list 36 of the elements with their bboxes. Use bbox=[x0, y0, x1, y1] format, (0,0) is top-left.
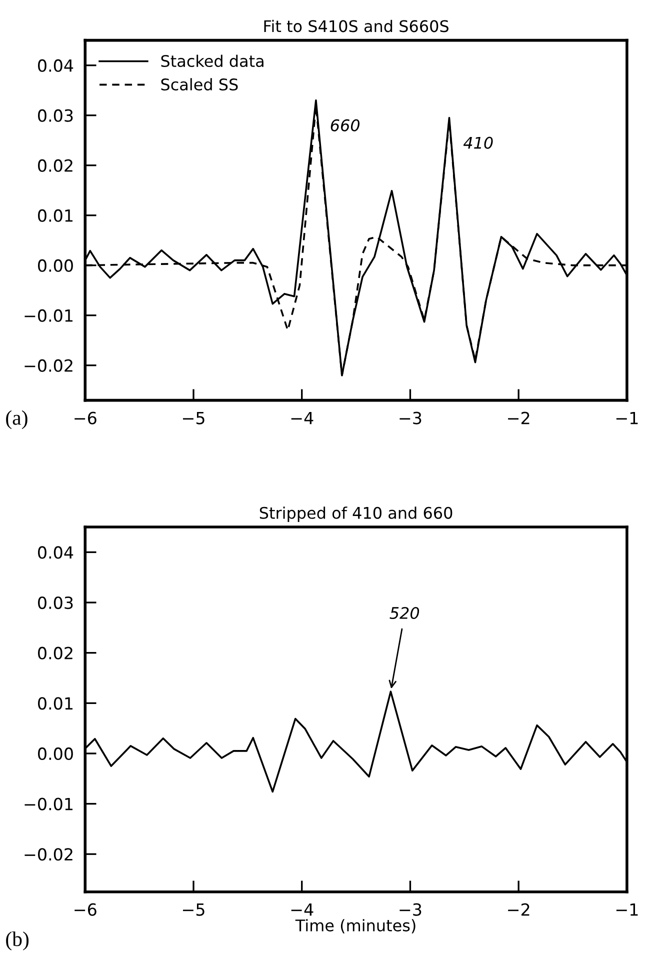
chart-title: Stripped of 410 and 660 bbox=[260, 506, 452, 522]
x-tick-label: −4 bbox=[291, 412, 314, 424]
y-tick-label: 0.03 bbox=[38, 596, 73, 610]
x-tick-label: −2 bbox=[508, 903, 530, 916]
y-tick-label: −0.02 bbox=[24, 848, 72, 861]
x-tick-label: −3 bbox=[400, 412, 422, 424]
x-axis-title: Time (minutes) bbox=[295, 919, 416, 934]
y-tick-label: −0.02 bbox=[24, 359, 72, 372]
annotation: 520 bbox=[390, 606, 420, 620]
annotation: 660 bbox=[330, 119, 360, 132]
x-tick-label: −2 bbox=[508, 412, 530, 424]
x-tick-label: −1 bbox=[616, 903, 638, 916]
text: (a) bbox=[6, 410, 28, 430]
x-tick-label: −4 bbox=[291, 903, 314, 916]
x-tick-label: −5 bbox=[182, 903, 204, 916]
legend-label: Scaled SS bbox=[161, 78, 238, 91]
y-tick-label: 0.02 bbox=[38, 159, 72, 172]
x-tick-label: −6 bbox=[74, 903, 96, 916]
x-tick-label: −1 bbox=[616, 412, 638, 424]
y-tick-label: −0.01 bbox=[24, 309, 72, 322]
x-tick-label: −3 bbox=[400, 903, 422, 916]
y-tick-label: 0.04 bbox=[38, 546, 74, 559]
legend-label: Stacked data bbox=[161, 54, 264, 68]
y-tick-label: 0.01 bbox=[38, 697, 72, 710]
x-tick-label: −6 bbox=[74, 412, 96, 424]
chart-title: Fit to S410S and S660S bbox=[264, 20, 448, 32]
y-tick-label: 0.04 bbox=[38, 59, 74, 72]
x-tick-label: −5 bbox=[182, 412, 204, 424]
annotation: 410 bbox=[463, 136, 493, 149]
y-tick-label: 0.00 bbox=[38, 747, 73, 760]
y-tick-label: 0.02 bbox=[38, 646, 72, 660]
y-tick-label: 0.03 bbox=[38, 109, 73, 122]
y-tick-label: 0.00 bbox=[38, 259, 73, 272]
text: (b) bbox=[6, 932, 29, 950]
y-tick-label: 0.01 bbox=[38, 209, 72, 222]
y-tick-label: −0.01 bbox=[24, 798, 72, 810]
